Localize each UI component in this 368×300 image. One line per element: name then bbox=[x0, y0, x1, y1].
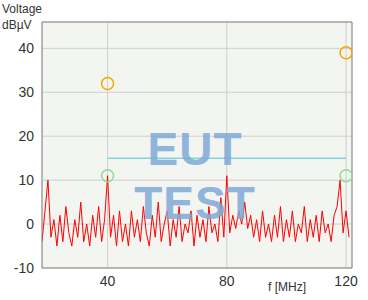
html-text:EUT TEST: EUT TEST bbox=[134, 123, 256, 229]
svg-text:10: 10 bbox=[18, 172, 34, 188]
html-text:dBµV: dBµV bbox=[2, 18, 32, 32]
svg-text:80: 80 bbox=[219, 273, 235, 289]
svg-text:0: 0 bbox=[26, 216, 34, 232]
svg-text:120: 120 bbox=[334, 273, 358, 289]
svg-text:-10: -10 bbox=[14, 260, 34, 276]
svg-text:40: 40 bbox=[100, 273, 116, 289]
html-text:Voltage: Voltage bbox=[2, 2, 42, 16]
svg-text:20: 20 bbox=[18, 128, 34, 144]
html-text:f [MHz]: f [MHz] bbox=[268, 280, 306, 294]
svg-text:40: 40 bbox=[18, 40, 34, 56]
svg-text:30: 30 bbox=[18, 84, 34, 100]
